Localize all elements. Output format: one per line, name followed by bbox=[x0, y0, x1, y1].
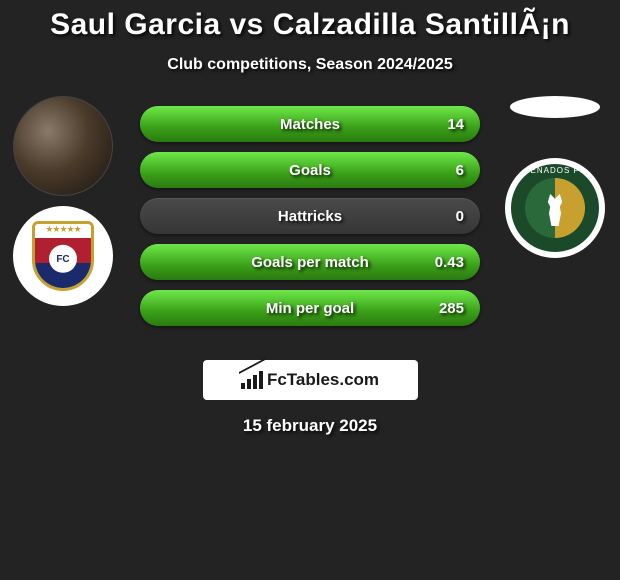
comparison-card: Saul Garcia vs Calzadilla SantillÃ¡n Clu… bbox=[0, 0, 620, 436]
stat-right-value: 14 bbox=[447, 116, 464, 133]
stat-right-value: 0.43 bbox=[435, 254, 464, 271]
stat-right-value: 285 bbox=[439, 300, 464, 317]
club-right-badge: ENADOS F bbox=[505, 158, 605, 258]
player-right-photo bbox=[510, 96, 600, 118]
player-left-photo bbox=[13, 96, 113, 196]
brand-text: FcTables.com bbox=[267, 370, 379, 390]
stat-label: Goals bbox=[289, 162, 331, 179]
player-left-column: FC bbox=[8, 96, 118, 306]
comparison-body: FC ENADOS F Matches 14 bbox=[0, 106, 620, 336]
stat-row: Hattricks 0 bbox=[140, 198, 480, 234]
venados-arc-text-icon: ENADOS F bbox=[511, 166, 599, 175]
stat-label: Matches bbox=[280, 116, 340, 133]
stat-label: Hattricks bbox=[278, 208, 342, 225]
stat-row: Goals 6 bbox=[140, 152, 480, 188]
stat-label: Min per goal bbox=[266, 300, 354, 317]
brand-badge[interactable]: FcTables.com bbox=[203, 360, 418, 400]
stat-label: Goals per match bbox=[251, 254, 369, 271]
venados-deer-icon bbox=[543, 194, 567, 226]
page-title: Saul Garcia vs Calzadilla SantillÃ¡n bbox=[0, 8, 620, 42]
stat-right-value: 0 bbox=[456, 208, 464, 225]
stat-row: Goals per match 0.43 bbox=[140, 244, 480, 280]
stat-row: Min per goal 285 bbox=[140, 290, 480, 326]
stats-list: Matches 14 Goals 6 Hattricks 0 Goals per… bbox=[140, 106, 480, 326]
player-right-column: ENADOS F bbox=[500, 96, 610, 258]
subtitle: Club competitions, Season 2024/2025 bbox=[0, 56, 620, 74]
atlante-fc-text-icon: FC bbox=[49, 245, 77, 273]
date-text: 15 february 2025 bbox=[0, 416, 620, 436]
stat-row: Matches 14 bbox=[140, 106, 480, 142]
club-left-badge: FC bbox=[13, 206, 113, 306]
bar-chart-icon bbox=[241, 371, 263, 389]
stat-right-value: 6 bbox=[456, 162, 464, 179]
